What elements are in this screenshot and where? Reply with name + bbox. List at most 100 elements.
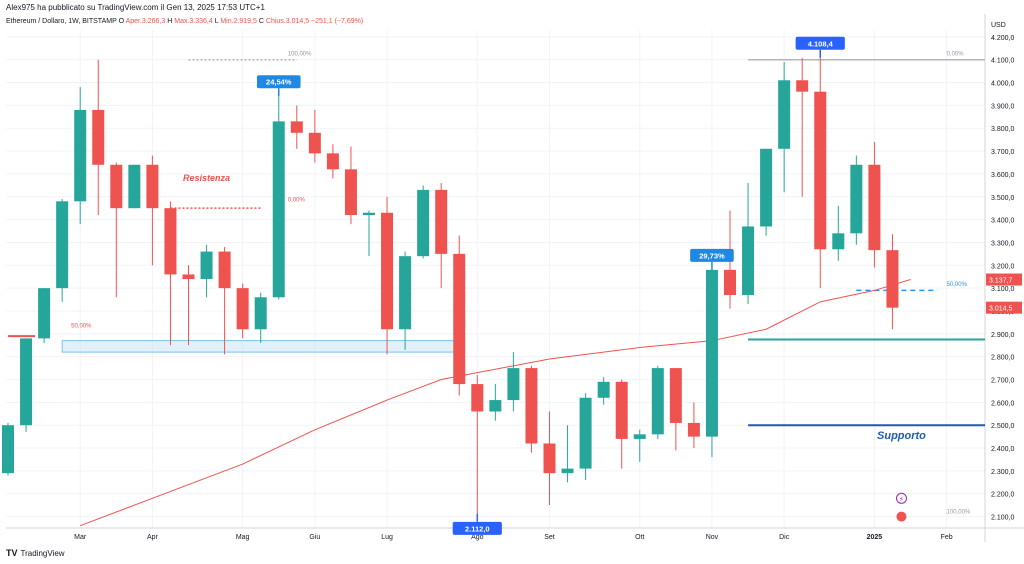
flag-icon xyxy=(896,511,907,522)
candle-body xyxy=(128,164,141,209)
candle-body xyxy=(760,148,773,227)
callout-2973 xyxy=(690,248,734,262)
y-tick-label: 3.200,0 xyxy=(991,263,1014,270)
candle-body xyxy=(453,253,466,385)
callout-4108 xyxy=(795,36,845,50)
candle-body xyxy=(814,91,827,250)
footer: TV TradingView xyxy=(6,548,65,558)
x-tick-label: Mar xyxy=(74,534,87,541)
candle-body xyxy=(344,169,357,216)
symbol-legend: Ethereum / Dollaro, 1W, BITSTAMP O Aper.… xyxy=(6,18,363,25)
y-tick-label: 2.500,0 xyxy=(991,423,1014,430)
bottom-percent-label: 100,00% xyxy=(947,509,971,515)
lightning-glyph: ⚡ xyxy=(899,495,904,503)
ohlc-c-label: C xyxy=(258,18,264,25)
candle-body xyxy=(164,208,177,275)
ohlc-o-label: O xyxy=(118,18,125,25)
low-value: Min.2.919,5 xyxy=(220,18,257,25)
publisher-line: Alex975 ha pubblicato su TradingView.com… xyxy=(6,3,265,12)
ma-price-tag xyxy=(986,273,1022,286)
y-tick-label: 2.200,0 xyxy=(991,492,1014,499)
y-tick-label: 3.800,0 xyxy=(991,126,1014,133)
candle-body xyxy=(778,80,791,149)
ma-price-tag-text: 3.137,7 xyxy=(989,278,1012,285)
x-tick-label: Set xyxy=(544,534,555,541)
resistance-percent-label: 0,00% xyxy=(288,198,306,204)
candle-body xyxy=(489,400,502,412)
support-text: Supporto xyxy=(877,430,926,442)
candle-body xyxy=(417,189,430,257)
y-tick-label: 2.100,0 xyxy=(991,515,1014,522)
candle-body xyxy=(200,251,213,279)
fib-top-label-right: 0,00% xyxy=(947,51,965,57)
candle-body xyxy=(525,368,538,444)
x-tick-label: Lug xyxy=(381,534,393,541)
fib-top-label-left: 100,00% xyxy=(288,51,312,57)
candle-body xyxy=(92,109,105,165)
candle-body xyxy=(326,153,339,170)
symbol-name[interactable]: Ethereum / Dollaro, 1W, BITSTAMP xyxy=(6,18,117,25)
callout-2454-text: 24,54% xyxy=(266,78,292,87)
candle-body xyxy=(381,212,394,330)
callout-2454 xyxy=(256,75,301,89)
candle-body xyxy=(110,164,123,209)
ohlc-h-label: H xyxy=(167,18,173,25)
callout-2112 xyxy=(452,521,502,535)
candle-body xyxy=(146,164,159,209)
y-tick-label: 3.300,0 xyxy=(991,240,1014,247)
y-tick-label: 3.500,0 xyxy=(991,195,1014,202)
x-tick-label: 2025 xyxy=(867,534,883,541)
callout-2112-text: 2.112,0 xyxy=(465,524,490,533)
candle-body xyxy=(543,443,556,474)
currency-label: USD xyxy=(991,22,1006,29)
candle-body xyxy=(254,297,267,330)
candle-body xyxy=(182,274,195,279)
candle-body xyxy=(74,109,87,202)
candle-body xyxy=(832,233,845,250)
x-tick-label: Giu xyxy=(309,534,320,541)
y-tick-label: 3.900,0 xyxy=(991,103,1014,110)
tradingview-logo-icon[interactable]: TV xyxy=(6,548,18,558)
y-tick-label: 2.700,0 xyxy=(991,378,1014,385)
candle-body xyxy=(579,397,592,469)
y-tick-label: 3.100,0 xyxy=(991,286,1014,293)
lightning-icon xyxy=(895,492,907,504)
x-tick-label: Mag xyxy=(236,534,250,541)
candle-body xyxy=(742,226,755,295)
x-tick-label: Ago xyxy=(471,534,484,541)
candle-body xyxy=(850,164,863,234)
left-percent-label: 50,00% xyxy=(71,323,92,329)
candle-body xyxy=(507,368,520,401)
brand-name: TradingView xyxy=(20,548,65,558)
candle-body xyxy=(886,250,899,308)
y-tick-label: 3.400,0 xyxy=(991,218,1014,225)
right-percent-label: 50,00% xyxy=(947,282,968,288)
ohlc-l-label: L xyxy=(214,18,219,25)
y-tick-label: 2.400,0 xyxy=(991,446,1014,453)
candle-body xyxy=(218,251,231,289)
candle-body xyxy=(471,384,484,412)
x-tick-label: Nov xyxy=(706,534,719,541)
x-tick-label: Ott xyxy=(635,534,644,541)
candle-body xyxy=(651,368,664,435)
candle-body xyxy=(20,338,33,426)
candle-body xyxy=(615,381,628,439)
y-tick-label: 4.200,0 xyxy=(991,35,1014,42)
close-price-tag xyxy=(986,301,1022,314)
change-value: −251,1 (−7,69%) xyxy=(311,18,364,25)
y-tick-label: 2.600,0 xyxy=(991,400,1014,407)
candle-body xyxy=(56,201,69,289)
y-tick-label: 4.100,0 xyxy=(991,58,1014,65)
candle-body xyxy=(2,425,14,474)
candle-body xyxy=(236,288,249,330)
candle-body xyxy=(633,434,646,439)
y-tick-label: 2.300,0 xyxy=(991,469,1014,476)
candle-body xyxy=(38,288,51,339)
candle-body xyxy=(435,189,448,254)
y-tick-label: 3.600,0 xyxy=(991,172,1014,179)
candle-body xyxy=(669,368,682,423)
candle-body xyxy=(363,212,375,216)
candle-body xyxy=(561,468,574,474)
open-value: Aper.3.266,3 xyxy=(125,18,166,25)
